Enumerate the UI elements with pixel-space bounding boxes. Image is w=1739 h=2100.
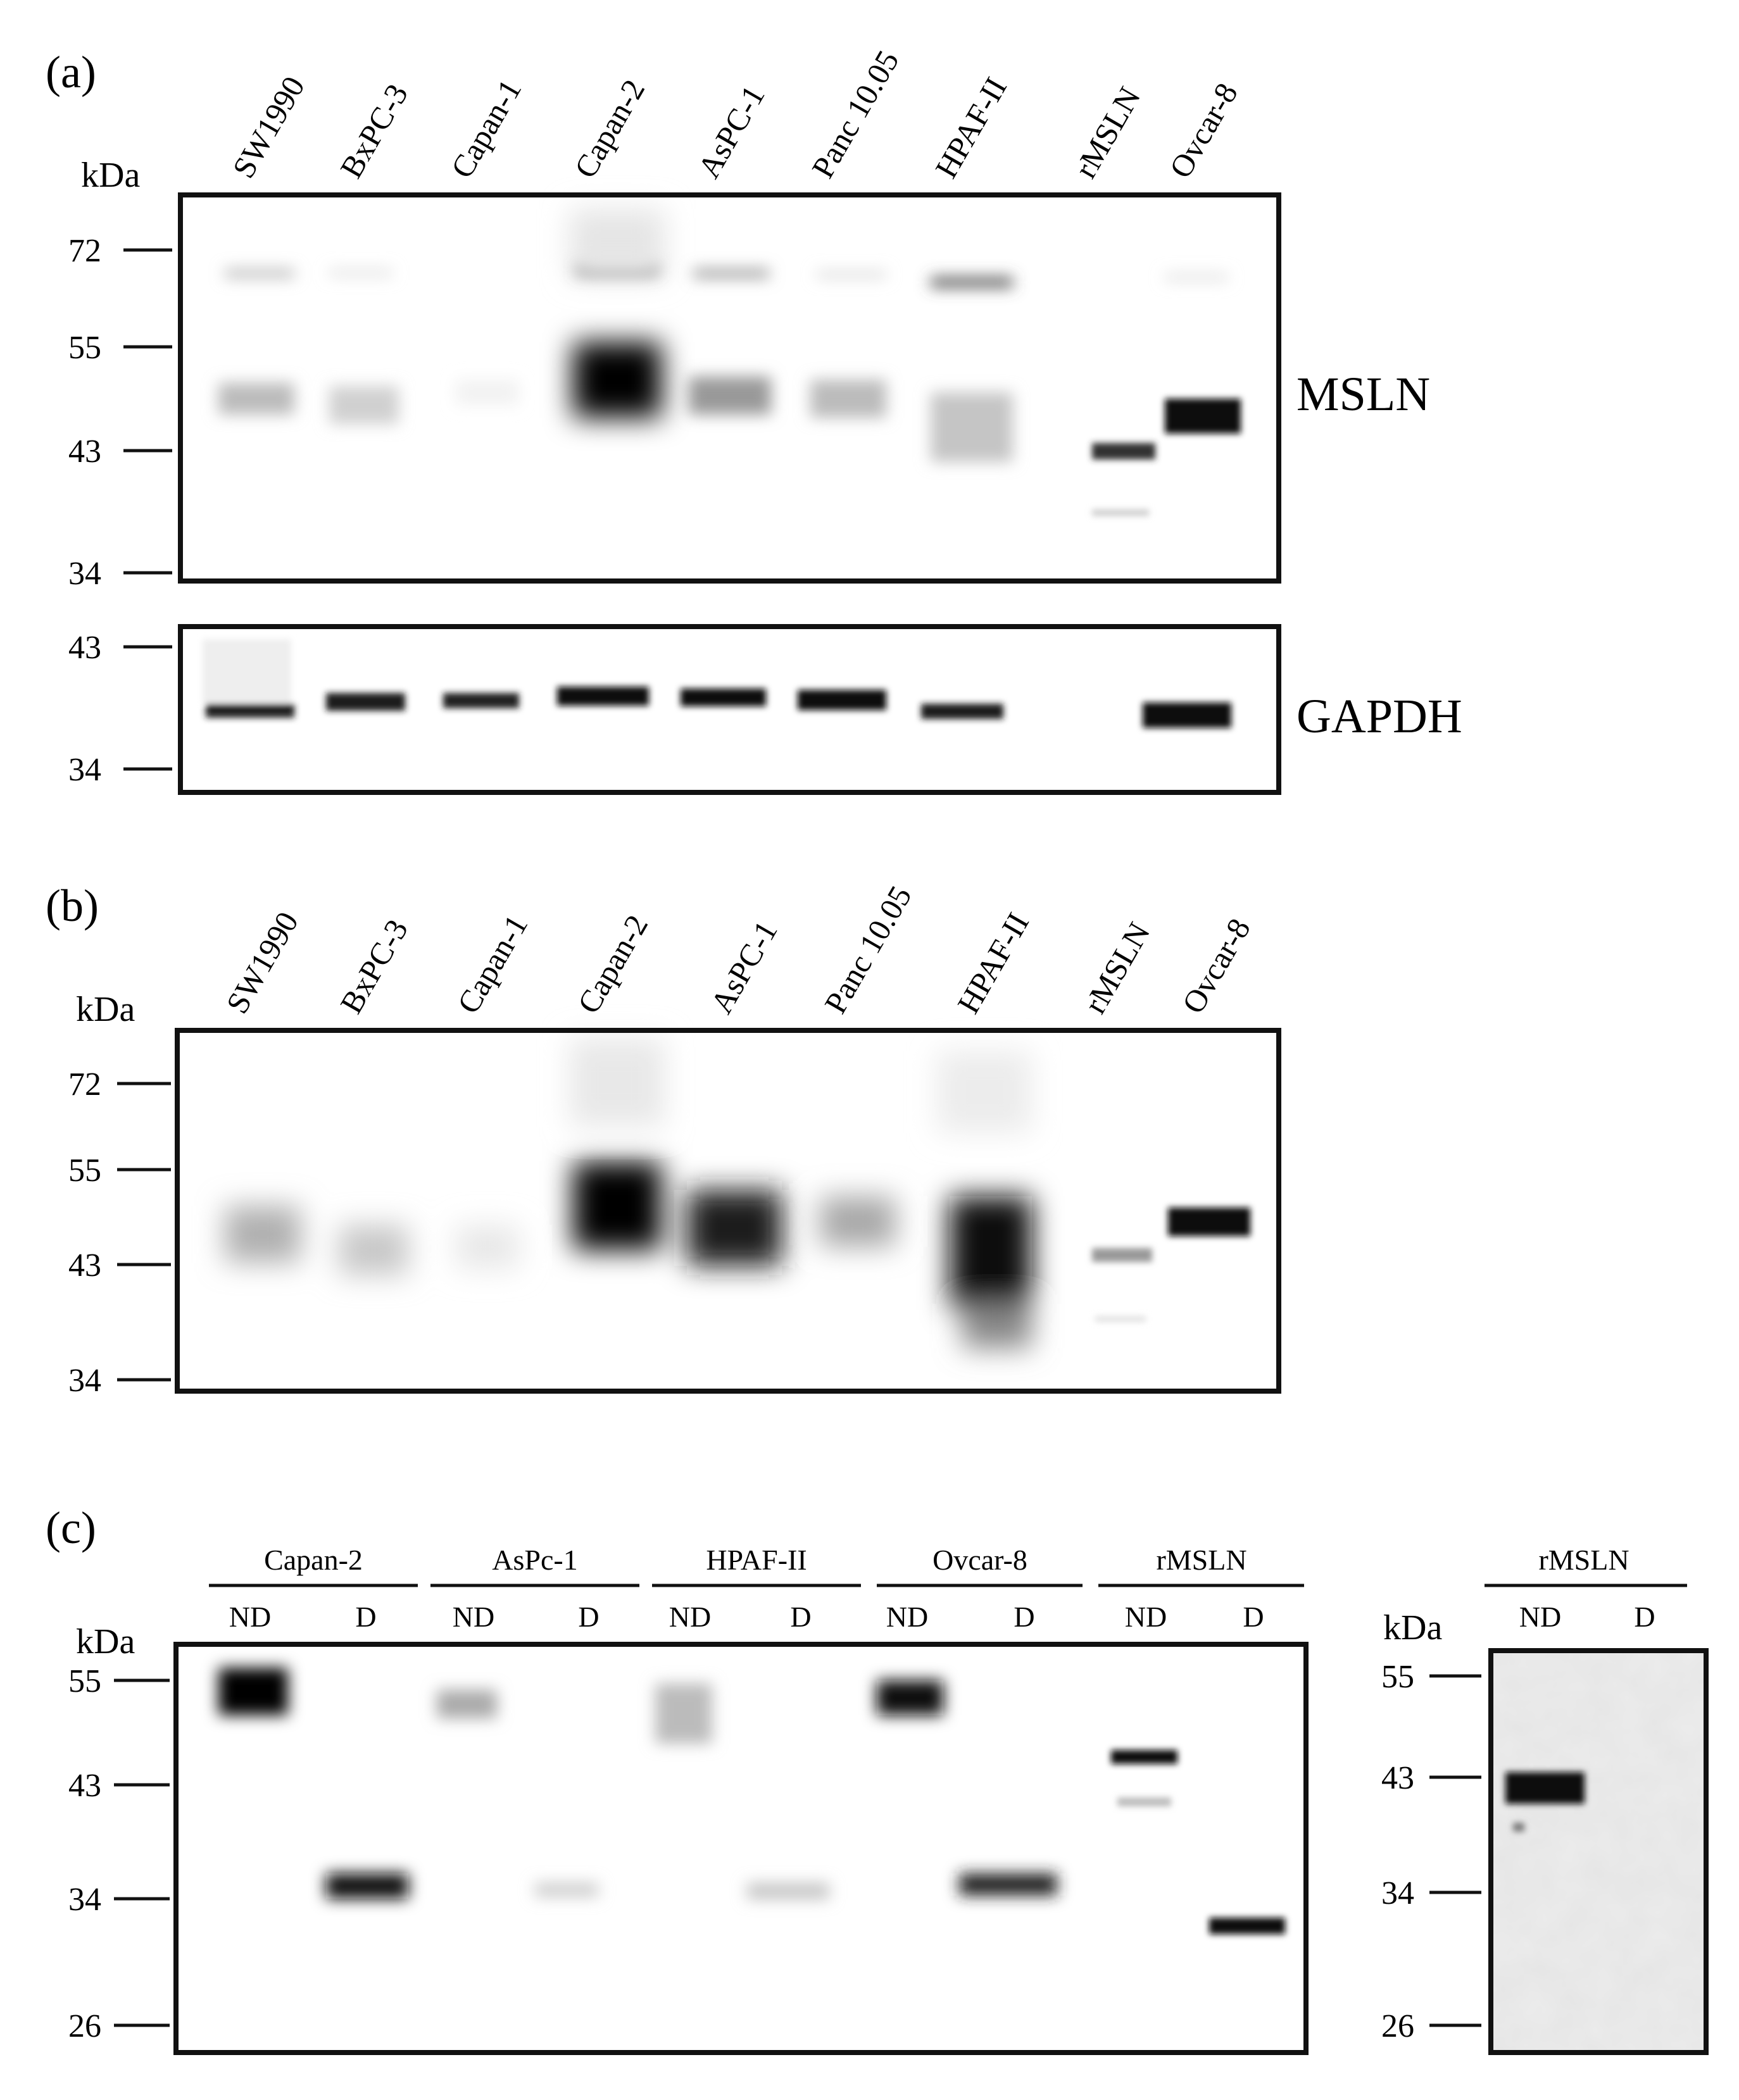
lane-label: Ovcar-8: [1162, 77, 1245, 184]
sub-label-nd: ND: [1125, 1601, 1167, 1633]
tick-label: 55: [1381, 1659, 1414, 1695]
tick-label: 34: [68, 1363, 101, 1399]
tick-label: 26: [68, 2008, 101, 2044]
sub-label-nd: ND: [453, 1601, 494, 1633]
gapdh-label: GAPDH: [1296, 690, 1462, 743]
panel-b-kda-label: kDa: [76, 990, 135, 1029]
panel-b-label: (b): [46, 880, 99, 931]
tick-label: 72: [68, 1066, 101, 1103]
panel-c-right-kda-label: kDa: [1383, 1608, 1442, 1647]
panel-b-ticks: 72 55 43 34: [68, 1066, 171, 1399]
tick-label: 34: [1381, 1875, 1414, 1911]
sub-label-d: D: [355, 1601, 376, 1633]
panel-b-lane-labels: SW1990 BxPC-3 Capan-1 Capan-2 AsPC-1 Pan…: [219, 880, 1257, 1019]
tick-label: 55: [68, 1153, 101, 1189]
lane-label: AsPC-1: [703, 915, 784, 1019]
panel-a-lane-labels: SW1990 BxPC-3 Capan-1 Capan-2 AsPC-1 Pan…: [225, 44, 1245, 184]
group-label: Ovcar-8: [932, 1544, 1027, 1576]
group-label: rMSLN: [1156, 1544, 1246, 1576]
lane-label: Capan-1: [444, 73, 528, 184]
panel-c-ticks: 55 43 34 26: [68, 1663, 170, 2044]
lane-label: HPAF-II: [928, 72, 1014, 184]
sub-label-d: D: [1634, 1601, 1655, 1633]
lane-label: Capan-2: [570, 909, 655, 1020]
tick-label: 43: [68, 434, 101, 470]
sub-label-d: D: [578, 1601, 599, 1633]
sub-label-nd: ND: [1519, 1601, 1561, 1633]
lane-label: Panc 10.05: [805, 44, 906, 184]
lane-label: rMSLN: [1077, 916, 1157, 1020]
sub-label-d: D: [1014, 1601, 1034, 1633]
sub-label-nd: ND: [886, 1601, 928, 1633]
panel-a-gapdh-ticks: 43 34: [68, 630, 172, 788]
panel-c-group-labels: Capan-2 AsPc-1 HPAF-II Ovcar-8 rMSLN: [209, 1544, 1304, 1587]
lane-label: Capan-2: [567, 73, 651, 184]
lane-label: HPAF-II: [950, 907, 1036, 1020]
lane-label: BxPC-3: [333, 78, 415, 184]
lane-label: SW1990: [219, 906, 305, 1020]
tick-label: 34: [68, 752, 101, 788]
panel-a-label: (a): [46, 47, 96, 97]
panel-b: (b) kDa SW1990 BxPC-3 Capan-1 Capan-2 As…: [46, 880, 1281, 1399]
group-label: HPAF-II: [706, 1544, 807, 1576]
lane-label: Ovcar-8: [1175, 913, 1257, 1020]
lane-label: rMSLN: [1067, 81, 1147, 184]
tick-label: 34: [68, 1882, 101, 1918]
sub-label-nd: ND: [229, 1601, 271, 1633]
group-label: AsPc-1: [492, 1544, 577, 1576]
tick-label: 55: [68, 1663, 101, 1699]
lane-label: SW1990: [225, 70, 311, 184]
panel-c-sub-labels: ND D ND D ND D ND D ND D: [229, 1601, 1264, 1633]
msln-label: MSLN: [1296, 368, 1430, 421]
panel-c-right-blot: kDa rMSLN ND D 55 43 34 26: [1381, 1544, 1709, 2055]
panel-c-blot: [173, 1642, 1309, 2055]
panel-a-msln-ticks: 72 55 43 34: [68, 233, 172, 592]
tick-label: 43: [68, 1768, 101, 1804]
lane-label: Panc 10.05: [817, 880, 919, 1019]
panel-a-kda-label: kDa: [81, 156, 140, 195]
tick-label: 26: [1381, 2008, 1414, 2044]
group-label: rMSLN: [1538, 1544, 1629, 1576]
tick-label: 72: [68, 233, 101, 269]
panel-c-kda-label: kDa: [76, 1622, 135, 1661]
sub-label-nd: ND: [669, 1601, 711, 1633]
panel-a-msln-blot: [178, 192, 1281, 584]
sub-label-d: D: [1243, 1601, 1264, 1633]
tick-label: 55: [68, 330, 101, 366]
tick-label: 43: [68, 1247, 101, 1284]
lane-label: AsPC-1: [691, 79, 772, 184]
panel-c: (c) kDa Capan-2 AsPc-1 HPAF-II Ovcar-8 r…: [46, 1503, 1709, 2055]
panel-b-blot: [175, 1028, 1281, 1394]
panel-c-label: (c): [46, 1503, 96, 1553]
tick-label: 34: [68, 556, 101, 592]
tick-label: 43: [68, 630, 101, 666]
panel-a: (a) kDa SW1990 BxPC-3 Capan-1 Capan-2 As…: [46, 44, 1462, 795]
sub-label-d: D: [790, 1601, 811, 1633]
lane-label: Capan-1: [450, 909, 534, 1020]
group-label: Capan-2: [264, 1544, 363, 1576]
tick-label: 43: [1381, 1760, 1414, 1796]
lane-label: BxPC-3: [333, 913, 415, 1020]
panel-a-gapdh-blot: [178, 624, 1281, 795]
